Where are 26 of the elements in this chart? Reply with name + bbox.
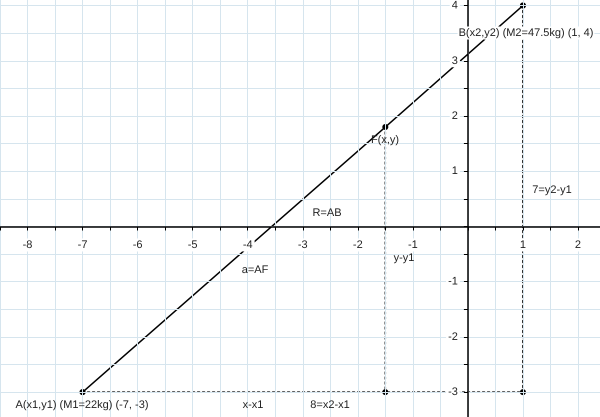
annotation: A(x1,y1) (M1=22kg) (-7, -3) [16, 399, 148, 411]
annotation: 7=y2-y1 [532, 184, 572, 196]
y-tick-label: 2 [452, 110, 458, 122]
annotation: x-x1 [242, 399, 264, 411]
x-tick-label: -5 [188, 238, 198, 251]
x-tick-label: -4 [242, 238, 253, 251]
annotation: a=AF [242, 264, 269, 276]
y-tick-label: 1 [452, 165, 458, 178]
x-tick-label: -3 [298, 238, 308, 251]
x-tick-label: 1 [520, 238, 526, 251]
x-tick-label: -1 [408, 238, 418, 251]
annotation: F(x,y) [370, 134, 400, 146]
annotation: B(x2,y2) (M2=47.5kg) (1, 4) [458, 27, 594, 39]
annotation: 8=x2-x1 [310, 399, 350, 411]
y-tick-label: 4 [452, 0, 458, 12]
annotation: y-y1 [394, 252, 414, 264]
y-tick-label: -3 [448, 386, 458, 398]
x-tick-label: -7 [78, 238, 88, 251]
x-tick-label: -6 [132, 238, 143, 251]
x-tick-label: -2 [352, 238, 363, 251]
y-tick-label: 3 [452, 54, 458, 67]
annotation: R=AB [312, 207, 342, 219]
y-tick-label: -2 [448, 330, 458, 343]
x-tick-label: 2 [574, 238, 582, 251]
y-tick-label: -1 [448, 276, 458, 288]
x-tick-label: -8 [22, 238, 32, 251]
